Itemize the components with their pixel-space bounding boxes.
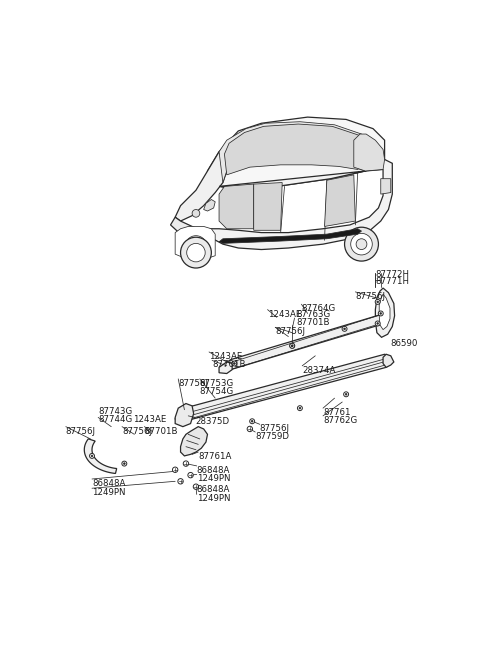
Circle shape — [345, 394, 347, 395]
Text: 87759D: 87759D — [255, 432, 289, 441]
Text: 86848A: 86848A — [197, 466, 230, 475]
Circle shape — [299, 407, 301, 409]
Polygon shape — [375, 288, 395, 337]
Text: 87756J: 87756J — [260, 424, 290, 434]
Circle shape — [234, 363, 235, 364]
Text: 87756J: 87756J — [275, 328, 305, 336]
Text: 1249PN: 1249PN — [197, 474, 230, 483]
Circle shape — [90, 453, 95, 458]
Polygon shape — [354, 134, 384, 171]
Circle shape — [91, 455, 93, 457]
Circle shape — [191, 241, 201, 252]
Circle shape — [351, 233, 372, 255]
Text: 87761A: 87761A — [198, 452, 232, 461]
Circle shape — [178, 479, 183, 484]
Circle shape — [290, 343, 295, 348]
Circle shape — [375, 321, 380, 326]
Text: 1249PN: 1249PN — [197, 495, 230, 504]
Circle shape — [232, 361, 237, 366]
Polygon shape — [170, 217, 207, 244]
Polygon shape — [175, 152, 227, 221]
Circle shape — [183, 461, 189, 466]
Text: 87756J: 87756J — [66, 426, 96, 436]
Circle shape — [378, 311, 383, 316]
Circle shape — [250, 419, 254, 424]
Circle shape — [172, 467, 178, 472]
Polygon shape — [180, 426, 207, 456]
Text: 1243AE: 1243AE — [133, 415, 166, 424]
Text: 87771H: 87771H — [375, 277, 409, 286]
Text: 28375D: 28375D — [195, 417, 229, 426]
Circle shape — [193, 484, 199, 489]
Circle shape — [291, 345, 293, 346]
Polygon shape — [175, 354, 391, 422]
Text: 87753G: 87753G — [200, 379, 234, 388]
Text: 87754G: 87754G — [200, 386, 234, 396]
Circle shape — [187, 244, 205, 262]
Polygon shape — [204, 200, 215, 211]
Circle shape — [290, 343, 295, 348]
Circle shape — [185, 236, 207, 257]
Circle shape — [180, 237, 211, 268]
Circle shape — [356, 239, 367, 250]
Text: 87756J: 87756J — [355, 292, 385, 301]
Polygon shape — [207, 117, 384, 190]
Circle shape — [344, 328, 346, 329]
Text: 86848A: 86848A — [197, 485, 230, 494]
Text: 87761: 87761 — [323, 408, 350, 417]
Circle shape — [375, 299, 380, 305]
Polygon shape — [379, 294, 390, 329]
Polygon shape — [219, 184, 254, 229]
Circle shape — [123, 462, 125, 464]
Polygon shape — [223, 314, 388, 371]
Polygon shape — [219, 122, 373, 183]
Text: 87756J: 87756J — [122, 426, 152, 436]
Circle shape — [344, 392, 348, 397]
Circle shape — [252, 421, 253, 422]
Circle shape — [380, 312, 382, 314]
Circle shape — [188, 472, 193, 478]
Circle shape — [247, 426, 252, 432]
Text: 87764G: 87764G — [301, 304, 336, 313]
Text: 87772H: 87772H — [375, 270, 409, 278]
Circle shape — [342, 326, 347, 331]
Text: 87743G: 87743G — [98, 407, 132, 417]
Text: 86590: 86590 — [390, 339, 418, 348]
Text: 87701B: 87701B — [144, 426, 178, 436]
Circle shape — [122, 461, 127, 466]
Polygon shape — [204, 159, 392, 250]
Text: 1243AE: 1243AE — [209, 352, 242, 361]
Circle shape — [345, 227, 378, 261]
Circle shape — [291, 345, 293, 346]
Polygon shape — [381, 179, 391, 194]
Polygon shape — [219, 362, 232, 373]
Circle shape — [377, 323, 379, 324]
Text: 87701B: 87701B — [296, 318, 330, 327]
Text: 87744G: 87744G — [98, 415, 132, 424]
Circle shape — [192, 210, 200, 217]
Polygon shape — [225, 124, 371, 175]
Text: 87763G: 87763G — [296, 310, 330, 318]
Text: 87756J: 87756J — [178, 379, 208, 388]
Polygon shape — [324, 175, 355, 227]
Polygon shape — [175, 227, 215, 259]
Polygon shape — [84, 439, 117, 474]
Polygon shape — [175, 403, 193, 426]
Text: 1243AE: 1243AE — [267, 310, 301, 318]
Text: 87701B: 87701B — [212, 360, 246, 369]
Text: 1249PN: 1249PN — [92, 488, 125, 497]
Circle shape — [377, 301, 379, 303]
Circle shape — [179, 229, 213, 263]
Polygon shape — [219, 229, 361, 244]
Circle shape — [298, 405, 302, 411]
Text: 87762G: 87762G — [323, 416, 357, 425]
Text: 86848A: 86848A — [92, 479, 125, 488]
Polygon shape — [383, 354, 394, 367]
Text: 28374A: 28374A — [302, 365, 336, 375]
Polygon shape — [254, 183, 282, 231]
